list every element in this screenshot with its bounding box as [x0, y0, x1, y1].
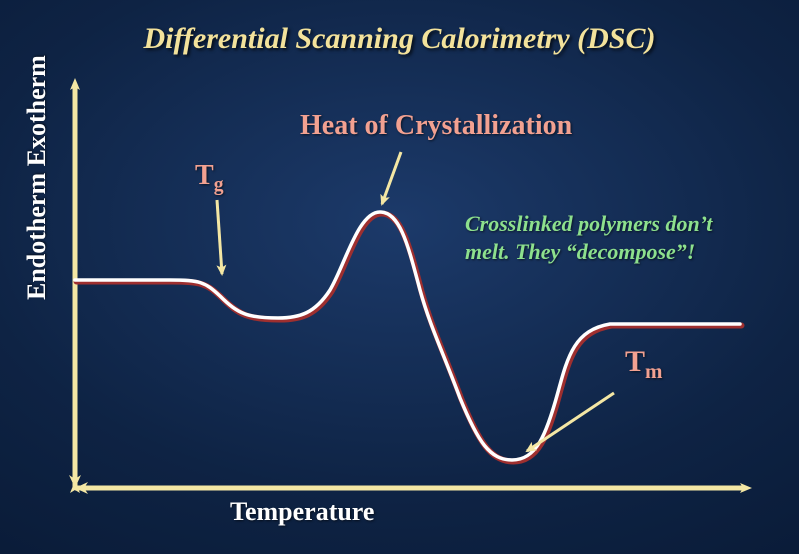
y-axis-label: Endotherm Exotherm	[22, 55, 52, 300]
tm-label-main: T	[625, 345, 645, 378]
dsc-diagram: Differential Scanning Calorimetry (DSC)	[0, 0, 799, 554]
heat-of-crystallization-label: Heat of Crystallization	[300, 110, 572, 142]
note-line2: melt. They “decompose”!	[465, 239, 695, 264]
tg-label: Tg	[195, 160, 223, 197]
tg-arrow	[217, 200, 222, 274]
tg-label-sub: g	[214, 175, 224, 196]
tm-label: Tm	[625, 345, 663, 384]
crosslinked-note: Crosslinked polymers don’t melt. They “d…	[465, 210, 745, 265]
hc-arrow	[382, 152, 401, 204]
tm-label-sub: m	[645, 359, 663, 383]
x-axis-label: Temperature	[230, 497, 374, 527]
plot-svg	[0, 0, 799, 554]
tm-arrow	[527, 393, 614, 451]
note-line1: Crosslinked polymers don’t	[465, 211, 712, 236]
tg-label-main: T	[195, 160, 214, 191]
